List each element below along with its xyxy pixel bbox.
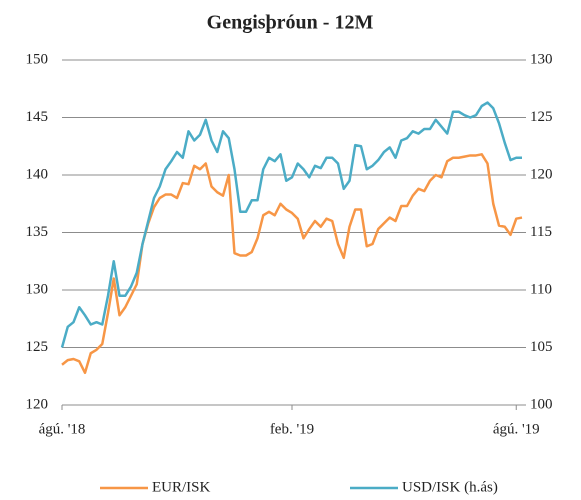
y-tick-label: 120 bbox=[26, 396, 49, 412]
y2-tick-label: 120 bbox=[530, 166, 553, 182]
y-tick-label: 140 bbox=[26, 166, 49, 182]
y2-tick-label: 105 bbox=[530, 339, 553, 355]
legend-label: USD/ISK (h.ás) bbox=[402, 479, 498, 495]
y2-tick-label: 100 bbox=[530, 396, 553, 412]
series-line bbox=[61, 153, 523, 375]
x-tick-label: feb. '19 bbox=[270, 421, 314, 437]
y-tick-label: 135 bbox=[26, 224, 49, 240]
series-line bbox=[60, 101, 522, 348]
y2-tick-label: 125 bbox=[530, 109, 553, 125]
legend-label: EUR/ISK bbox=[152, 479, 211, 495]
y-tick-label: 130 bbox=[26, 281, 49, 297]
y-tick-label: 125 bbox=[26, 339, 49, 355]
y-tick-label: 145 bbox=[26, 109, 49, 125]
x-tick-label: ágú. '19 bbox=[493, 421, 540, 437]
y-tick-label: 150 bbox=[26, 51, 49, 67]
y2-tick-label: 110 bbox=[530, 281, 552, 297]
y2-tick-label: 115 bbox=[530, 224, 552, 240]
x-tick-label: ágú. '18 bbox=[39, 421, 86, 437]
y2-tick-label: 130 bbox=[530, 51, 553, 67]
chart-title: Gengisþróun - 12M bbox=[207, 12, 374, 34]
